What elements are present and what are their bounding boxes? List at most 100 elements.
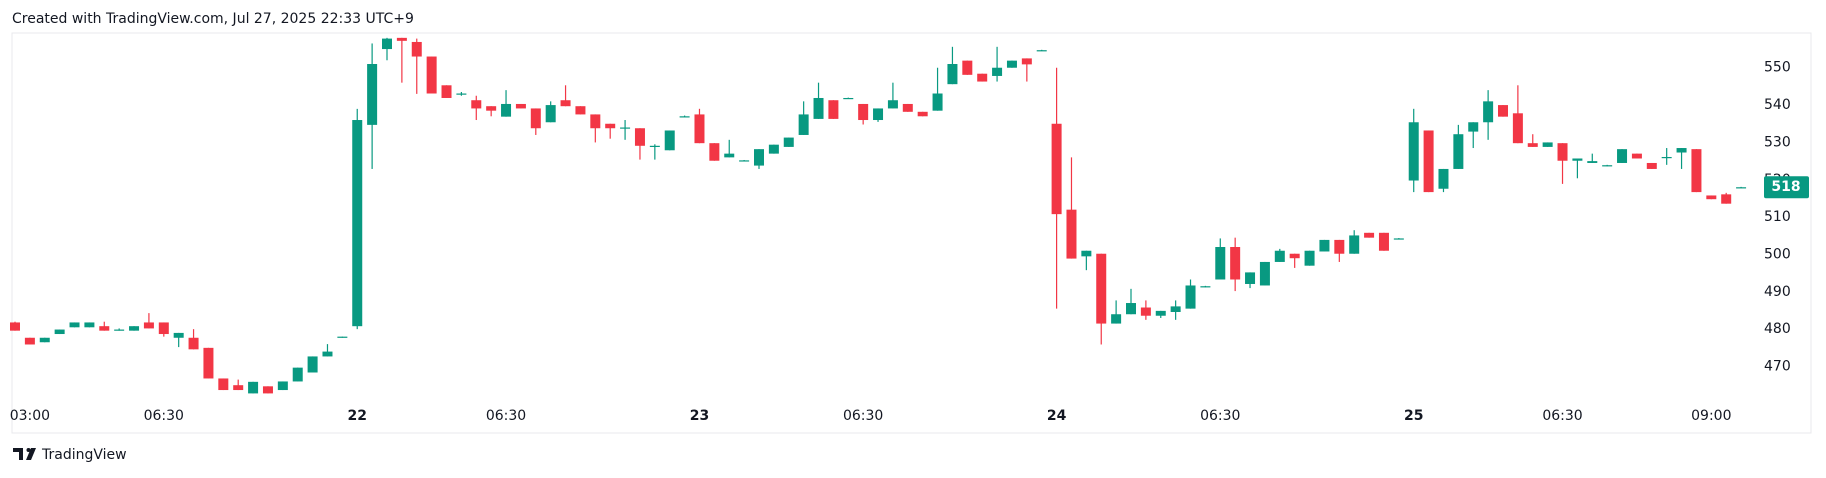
candle-body [679, 116, 690, 118]
footer-logo [13, 448, 36, 460]
candle-body [1081, 250, 1092, 257]
candle-body [337, 336, 348, 338]
candle-body [992, 67, 1003, 76]
candle-body [1319, 239, 1330, 252]
candle-body [188, 337, 199, 350]
candle-body [947, 63, 958, 85]
candle-body [1512, 113, 1523, 144]
y-tick-label: 480 [1764, 321, 1791, 337]
candle-body [1006, 60, 1017, 68]
x-tick-label: 06:30 [144, 408, 184, 424]
candle-body [1036, 50, 1047, 52]
candle-body [203, 347, 214, 379]
candle-body [1572, 158, 1583, 161]
candle-body [1706, 195, 1717, 200]
candle-body [1245, 272, 1256, 284]
candle-body [292, 367, 303, 382]
candle-body [1736, 187, 1747, 189]
candle-body [1155, 310, 1166, 316]
y-tick-label: 550 [1764, 60, 1791, 76]
candle-body [1408, 122, 1419, 181]
candle-body [1185, 285, 1196, 309]
candle-body [1587, 161, 1598, 163]
candle-body [649, 145, 660, 147]
x-tick-label: 22 [347, 408, 366, 424]
y-tick-label: 510 [1764, 209, 1791, 225]
candle-body [158, 322, 169, 335]
candle-body [1676, 148, 1687, 153]
candle-body [873, 108, 884, 121]
x-tick-label: 03:00 [10, 408, 50, 424]
candle-body [1096, 253, 1107, 324]
candle-body [1453, 134, 1464, 169]
candle-body [783, 137, 794, 147]
candle-body [1259, 261, 1270, 286]
candle-body [709, 143, 720, 161]
candle-body [382, 38, 392, 50]
candle-body [24, 337, 35, 345]
last-price-label: 518 [1771, 179, 1800, 195]
candle-body [902, 103, 913, 112]
chart-pane [11, 32, 1812, 434]
x-tick-label: 09:00 [1691, 408, 1731, 424]
candle-body [1691, 149, 1702, 193]
candle-body [724, 153, 735, 158]
candle-body [754, 149, 764, 166]
candle-body [1230, 247, 1241, 280]
x-tick-label: 06:30 [486, 408, 526, 424]
plot: 47048049050051052053054055003:0006:30220… [10, 37, 1809, 424]
candle-body [367, 63, 378, 125]
candle-body [590, 114, 601, 129]
candle-body [1542, 142, 1553, 147]
x-tick-label: 06:30 [1200, 408, 1240, 424]
candle-body [1304, 250, 1315, 266]
candle-body [248, 381, 259, 394]
candle-body [1289, 253, 1300, 259]
candle-body [620, 127, 631, 129]
candle-body [84, 322, 95, 328]
last-price-badge [1764, 176, 1809, 199]
candle-body [129, 326, 140, 331]
candle-body [1334, 239, 1345, 254]
candle-body [277, 381, 288, 391]
candle-body [932, 93, 943, 111]
candle-body [634, 128, 645, 146]
candle-body [173, 332, 184, 338]
candle-body [39, 337, 50, 343]
logo-mark [13, 448, 26, 460]
x-tick-label: 25 [1404, 408, 1423, 424]
candle-body [1423, 130, 1434, 193]
x-tick-label: 24 [1047, 408, 1067, 424]
candle-body [1126, 303, 1136, 315]
candle-body [322, 351, 333, 357]
candle-body [560, 100, 571, 107]
candle-body [396, 37, 407, 41]
candle-body [1111, 314, 1122, 324]
candle-body [1602, 165, 1613, 167]
candle-body [813, 97, 824, 119]
x-tick-label: 06:30 [1542, 408, 1582, 424]
candle-body [441, 85, 452, 98]
candle-body [352, 120, 363, 327]
footer-text: TradingView [41, 447, 127, 463]
candle-body [575, 106, 586, 115]
candle-body [1617, 149, 1628, 163]
y-tick-label: 540 [1764, 97, 1791, 113]
candle-body [1349, 235, 1360, 254]
candle-body [1527, 143, 1538, 147]
candle-body [917, 111, 928, 117]
candle-body [515, 103, 526, 109]
candle-body [545, 105, 556, 123]
candle-body [1170, 306, 1181, 312]
y-tick-label: 490 [1764, 284, 1791, 300]
candle-body [501, 103, 512, 117]
candle-body [218, 378, 229, 391]
x-tick-label: 23 [690, 408, 709, 424]
candle-body [828, 100, 839, 119]
candle-body [471, 100, 482, 109]
candle-body [530, 108, 541, 129]
candle-body [1498, 105, 1508, 117]
